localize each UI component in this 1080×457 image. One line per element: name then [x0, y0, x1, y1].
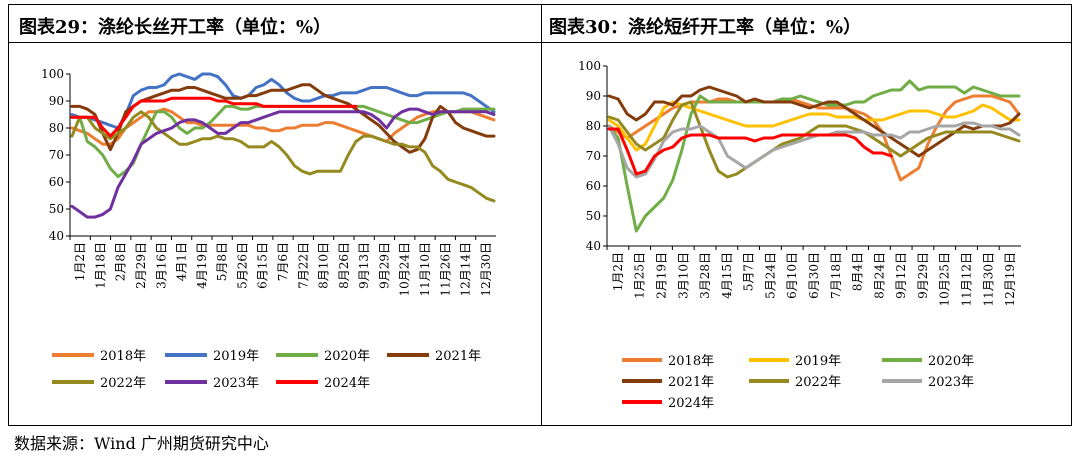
x-tick-label: 4月19日: [195, 242, 209, 289]
y-tick-label: 80: [586, 119, 601, 133]
x-tick-label: 6月15日: [256, 242, 270, 289]
x-tick-label: 6月30日: [807, 252, 821, 299]
x-tick-label: 2月19日: [654, 252, 668, 299]
x-tick-label: 11月10日: [418, 242, 432, 297]
x-tick-label: 8月4日: [851, 252, 865, 291]
x-tick-label: 7月6日: [276, 242, 290, 281]
series-line-2019年: [607, 100, 1021, 152]
legend-label: 2023年: [928, 375, 974, 390]
x-tick-label: 12月19日: [1003, 252, 1017, 307]
y-tick-label: 80: [49, 121, 64, 135]
series-line-2024年: [607, 127, 893, 176]
x-tick-label: 5月7日: [742, 252, 756, 291]
chart-title-staple-fiber: 图表30：涤纶短纤开工率（单位：%）: [549, 17, 862, 38]
x-tick-label: 1月18日: [93, 242, 107, 289]
x-tick-label: 2月29日: [134, 242, 148, 289]
x-tick-label: 9月29日: [377, 242, 391, 289]
series-line-2023年: [70, 107, 496, 219]
legend-label: 2020年: [928, 354, 974, 369]
legend-label: 2019年: [213, 349, 259, 364]
x-tick-label: 11月26日: [438, 242, 452, 297]
series-line-2021年: [607, 85, 1021, 158]
series-line-2024年: [70, 96, 358, 138]
y-tick-label: 60: [49, 175, 64, 189]
x-tick-label: 3月10日: [676, 252, 690, 299]
y-tick-label: 70: [586, 149, 601, 163]
y-tick-label: 90: [49, 94, 64, 108]
chart-2: 40 50 60 70 80 90 100 1月2日 1月25日 2月19日 3月10日 3月28日 4…: [578, 59, 1021, 411]
x-tick-label: 8月26日: [337, 242, 351, 289]
x-tick-label: 10月24日: [398, 242, 412, 297]
x-tick-label: 4月1日: [175, 242, 189, 281]
series-line-2022年: [607, 100, 1021, 179]
legend-label: 2021年: [668, 375, 714, 390]
title-underline: [9, 42, 1071, 43]
data-source-note: 数据来源：Wind 广州期货研究中心: [14, 434, 269, 453]
x-tick-label: 3月28日: [698, 252, 712, 299]
series-line-2020年: [607, 79, 1021, 233]
series-line-2022年: [70, 110, 496, 203]
x-tick-label: 12月14日: [459, 242, 473, 297]
legend-label: 2024年: [668, 396, 714, 411]
x-tick-label: 1月2日: [611, 252, 625, 291]
x-tick-label: 4月15日: [720, 252, 734, 299]
x-tick-label: 8月10日: [317, 242, 331, 289]
x-tick-label: 6月10日: [785, 252, 799, 299]
chart-1: 40 50 60 70 80 90 100 1月2日 1月18日 2月8日 2月29日 3月16日 4月…: [41, 67, 496, 391]
x-tick-label: 11月12日: [960, 252, 974, 307]
legend-label: 2020年: [324, 349, 370, 364]
x-tick-label: 10月25日: [938, 252, 952, 307]
y-tick-label: 50: [49, 202, 64, 216]
legend-label: 2018年: [668, 354, 714, 369]
legend-label: 2022年: [100, 376, 146, 391]
legend-label: 2024年: [324, 376, 370, 391]
x-tick-label: 2月8日: [114, 242, 128, 281]
x-tick-label: 9月12日: [894, 252, 908, 299]
x-tick-label: 5月24日: [763, 252, 777, 299]
x-tick-label: 8月24日: [872, 252, 886, 299]
panel-divider: [541, 5, 542, 425]
x-tick-label: 9月29日: [916, 252, 930, 299]
y-tick-label: 40: [49, 229, 64, 243]
y-tick-label: 60: [586, 179, 601, 193]
y-tick-label: 100: [578, 59, 601, 73]
x-tick-label: 1月2日: [73, 242, 87, 281]
x-tick-label: 5月8日: [215, 242, 229, 281]
x-tick-label: 3月16日: [154, 242, 168, 289]
legend-label: 2019年: [795, 354, 841, 369]
legend-label: 2018年: [100, 349, 146, 364]
x-tick-label: 12月30日: [479, 242, 493, 297]
y-tick-label: 100: [41, 67, 64, 81]
x-tick-label: 7月22日: [296, 242, 310, 289]
x-tick-label: 7月18日: [829, 252, 843, 299]
legend-label: 2022年: [795, 375, 841, 390]
x-tick-label: 1月25日: [633, 252, 647, 299]
series-line-2018年: [70, 107, 496, 146]
x-tick-label: 9月13日: [357, 242, 371, 289]
y-tick-label: 50: [586, 209, 601, 223]
figure-frame: 图表29：涤纶长丝开工率（单位：%） 图表30：涤纶短纤开工率（单位：%）: [8, 4, 1072, 426]
x-tick-label: 5月26日: [235, 242, 249, 289]
legend-label: 2023年: [213, 376, 259, 391]
x-tick-label: 11月30日: [981, 252, 995, 307]
y-tick-label: 90: [586, 89, 601, 103]
chart-title-filament: 图表29：涤纶长丝开工率（单位：%）: [19, 17, 332, 38]
y-tick-label: 70: [49, 148, 64, 162]
y-tick-label: 40: [586, 239, 601, 253]
legend-label: 2021年: [435, 349, 481, 364]
